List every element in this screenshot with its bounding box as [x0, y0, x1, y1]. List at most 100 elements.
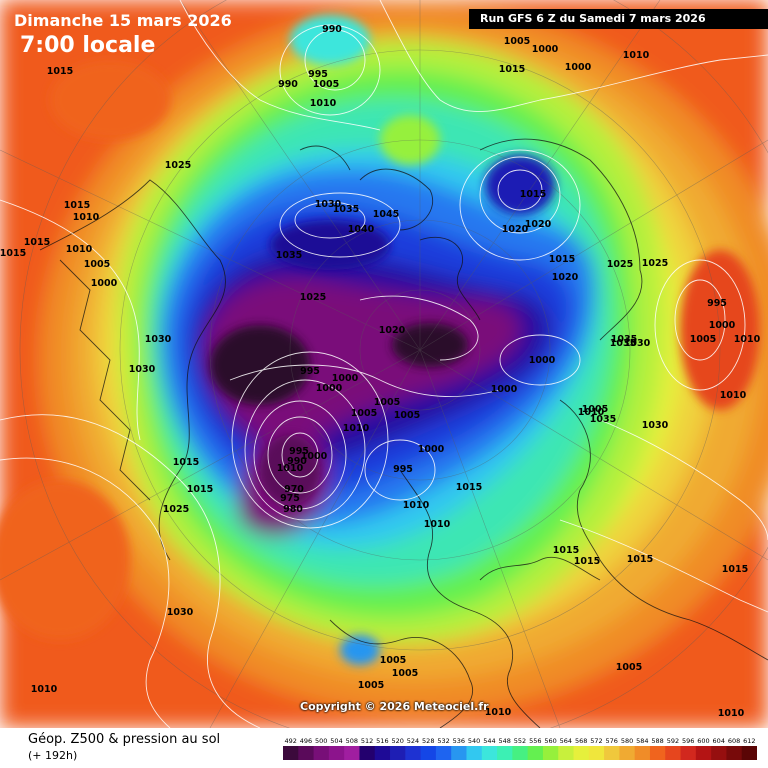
scale-swatch — [497, 746, 513, 760]
pressure-label: 1015 — [64, 200, 90, 211]
scale-label: 568 — [575, 737, 587, 745]
pressure-label: 1010 — [31, 684, 58, 695]
pressure-label: 995 — [393, 464, 413, 475]
pressure-label: 990 — [287, 456, 307, 467]
pressure-label: 1015 — [574, 556, 600, 567]
pressure-label: 1025 — [607, 259, 633, 270]
scale-label: 512 — [361, 737, 373, 745]
scale-label: 608 — [728, 737, 740, 745]
pressure-label: 1020 — [379, 325, 406, 336]
pressure-label: 1015 — [553, 545, 579, 556]
pressure-label: 1015 — [47, 66, 73, 77]
scale-swatch — [328, 746, 345, 760]
pressure-label: 1000 — [529, 355, 556, 366]
latlon-grid — [0, 0, 768, 728]
pressure-label: 1020 — [525, 219, 552, 230]
pressure-label: 970 — [284, 484, 304, 495]
scale-swatch — [695, 746, 712, 760]
scale-label: 520 — [391, 737, 403, 745]
scale-swatch — [604, 746, 620, 760]
pressure-label: 995 — [308, 69, 328, 80]
pressure-label: 1035 — [611, 334, 637, 345]
pressure-label: 980 — [283, 504, 303, 515]
scale-swatch — [573, 746, 590, 760]
pressure-label: 1015 — [520, 189, 546, 200]
pressure-label: 1005 — [358, 680, 384, 691]
pressure-label: 1015 — [499, 64, 525, 75]
pressure-label: 1035 — [276, 250, 302, 261]
pressure-label: 1005 — [504, 36, 530, 47]
pressure-label: 1005 — [84, 259, 110, 270]
scale-label: 528 — [422, 737, 434, 745]
pressure-label: 1000 — [418, 444, 445, 455]
coastlines — [39, 138, 768, 728]
scale-label: 612 — [743, 737, 755, 745]
pressure-label: 1015 — [456, 482, 482, 493]
pressure-label: 1030 — [624, 338, 651, 349]
scale-label: 516 — [376, 737, 388, 745]
pressure-label: 1030 — [129, 364, 156, 375]
pressure-label: 1015 — [0, 248, 26, 259]
scale-swatch — [542, 746, 559, 760]
pressure-label: 1005 — [374, 397, 400, 408]
pressure-label: 975 — [280, 493, 300, 504]
pressure-label: 1010 — [720, 390, 747, 401]
pressure-label: 990 — [322, 24, 342, 35]
pressure-label: 1000 — [332, 373, 359, 384]
scale-swatch — [344, 746, 360, 760]
pressure-label: 1005 — [582, 404, 608, 415]
copyright: Copyright © 2026 Meteociel.fr — [300, 700, 489, 713]
pressure-label: 1010 — [310, 98, 337, 109]
scale-swatch — [283, 746, 299, 760]
pressure-label: 1020 — [552, 272, 579, 283]
scale-label: 572 — [590, 737, 602, 745]
pressure-label: 1000 — [709, 320, 736, 331]
pressure-label: 990 — [278, 79, 298, 90]
scale-swatch — [405, 746, 422, 760]
scale-swatch — [726, 746, 743, 760]
pressure-label: 995 — [289, 446, 309, 457]
pressure-label: 1035 — [610, 338, 636, 349]
scale-swatch — [374, 746, 391, 760]
scale-label: 508 — [346, 737, 358, 745]
scale-swatch — [420, 746, 437, 760]
pressure-label: 1005 — [351, 408, 377, 419]
scale-swatch — [435, 746, 452, 760]
pressure-label: 1015 — [24, 237, 50, 248]
pressure-label: 1010 — [623, 50, 650, 61]
scale-label: 556 — [529, 737, 541, 745]
pressure-label: 1000 — [91, 278, 118, 289]
scale-label: 592 — [667, 737, 679, 745]
scale-label: 504 — [330, 737, 342, 745]
pressure-label: 1035 — [590, 414, 616, 425]
pressure-label: 1005 — [394, 410, 420, 421]
pressure-label: 1010 — [343, 423, 370, 434]
isobars — [0, 0, 768, 728]
pressure-label: 995 — [707, 298, 727, 309]
scale-swatch — [451, 746, 467, 760]
pressure-label: 1030 — [315, 199, 342, 210]
scale-label: 600 — [697, 737, 709, 745]
scale-label: 576 — [606, 737, 618, 745]
pressure-label: 1015 — [627, 554, 653, 565]
pressure-label: 1000 — [316, 383, 343, 394]
scale-label: 604 — [713, 737, 725, 745]
scale-label: 492 — [284, 737, 296, 745]
scale-swatch — [588, 746, 605, 760]
pressure-label: 1030 — [145, 334, 172, 345]
pressure-label: 1015 — [187, 484, 213, 495]
pressure-label: 1025 — [163, 504, 189, 515]
scale-label: 496 — [300, 737, 312, 745]
pressure-label: 1005 — [313, 79, 339, 90]
scale-swatch — [298, 746, 315, 760]
scale-swatch — [313, 746, 330, 760]
scale-label: 532 — [437, 737, 449, 745]
scale-swatch — [527, 746, 544, 760]
map-title: Géop. Z500 & pression au sol — [28, 732, 221, 747]
scale-label: 540 — [468, 737, 480, 745]
color-scale: 492 496 500 504 508 512 516 520 524 528 532 536 540 5… — [283, 737, 757, 760]
pressure-label: 1040 — [348, 224, 375, 235]
pressure-label: 1010 — [424, 519, 451, 530]
scale-label: 564 — [560, 737, 572, 745]
